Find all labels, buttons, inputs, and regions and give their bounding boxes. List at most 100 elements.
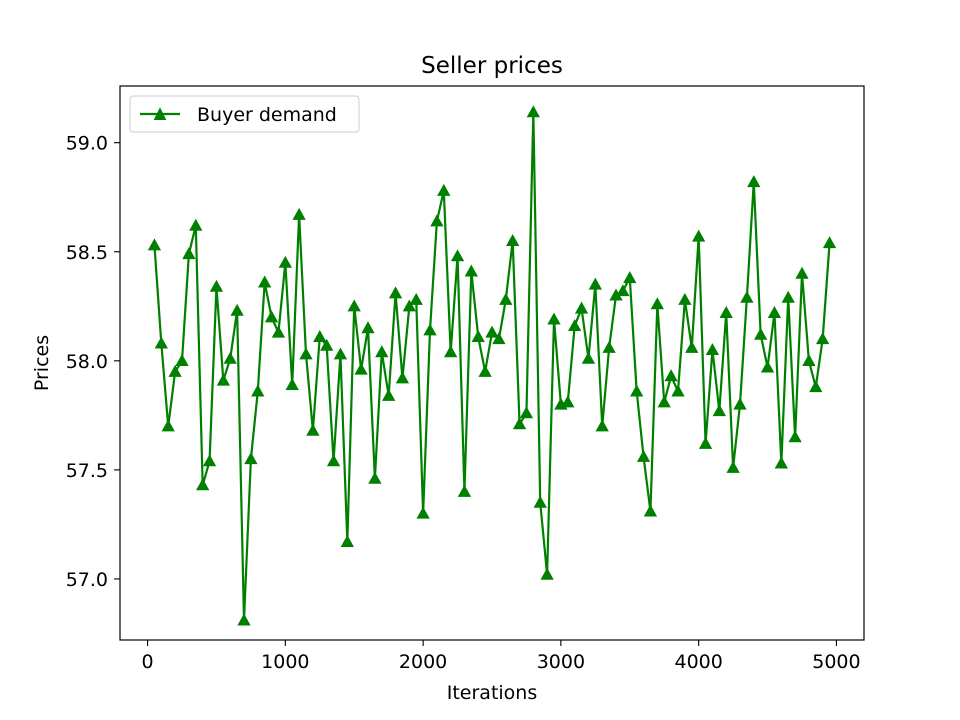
data-point-marker <box>664 369 678 382</box>
data-point-marker <box>760 360 775 373</box>
data-point-marker <box>202 454 217 467</box>
legend-box <box>129 95 360 133</box>
y-axis-ticks: 57.0 57.5 58.0 58.5 59.0 <box>66 133 120 591</box>
data-point-marker <box>685 340 699 353</box>
data-point-marker <box>478 364 492 377</box>
data-point-marker <box>533 495 547 508</box>
data-point-marker <box>712 404 726 417</box>
data-point-marker <box>264 310 279 323</box>
data-point-marker <box>402 299 416 312</box>
data-point-marker <box>568 319 582 332</box>
data-point-marker <box>692 229 706 242</box>
data-point-marker <box>161 419 175 432</box>
x-tick-label: 5000 <box>812 651 860 673</box>
data-point-marker <box>209 279 224 292</box>
legend-label: Buyer demand <box>197 104 337 126</box>
data-point-marker <box>492 332 506 345</box>
x-tick-label: 1000 <box>261 651 309 673</box>
data-point-marker <box>306 423 320 436</box>
data-point-marker <box>705 343 720 356</box>
data-point-marker <box>616 284 630 297</box>
data-point-marker <box>636 449 651 462</box>
x-tick-label: 4000 <box>674 651 722 673</box>
y-tick-label: 58.5 <box>66 242 108 264</box>
data-point-marker <box>781 290 795 303</box>
data-point-marker <box>526 105 540 118</box>
data-point-marker <box>512 417 527 430</box>
data-point-marker <box>767 306 782 318</box>
data-point-marker <box>788 430 802 443</box>
data-point-marker <box>189 218 203 231</box>
data-point-marker <box>147 238 162 251</box>
data-point-marker <box>285 377 299 390</box>
data-point-marker <box>678 292 692 305</box>
data-point-marker <box>747 175 761 188</box>
data-point-marker <box>822 236 837 249</box>
y-tick-label: 57.5 <box>66 460 108 482</box>
x-tick-label: 3000 <box>537 651 585 673</box>
chart-title: Seller prices <box>421 53 563 79</box>
data-point-marker <box>258 275 272 288</box>
data-point-marker <box>547 312 561 325</box>
data-point-marker <box>457 484 472 497</box>
data-point-marker <box>423 323 437 336</box>
data-point-marker <box>774 456 788 469</box>
data-point-marker <box>278 255 292 268</box>
data-point-marker <box>409 292 423 305</box>
data-point-marker <box>395 371 410 384</box>
data-point-marker <box>802 353 816 366</box>
data-point-marker <box>623 271 637 284</box>
data-point-marker <box>506 234 520 246</box>
data-point-marker <box>299 347 313 360</box>
data-point-marker <box>251 384 265 397</box>
x-tick-label: 2000 <box>399 651 447 673</box>
data-point-marker <box>471 330 485 342</box>
data-point-marker <box>581 351 596 364</box>
data-point-marker <box>437 183 451 196</box>
legend-marker-triangle <box>153 107 167 120</box>
y-tick-label: 58.0 <box>66 351 108 373</box>
y-tick-label: 59.0 <box>66 133 108 155</box>
data-point-marker <box>223 351 237 364</box>
x-tick-label: 0 <box>142 651 154 673</box>
data-point-marker <box>602 340 616 353</box>
data-point-marker <box>182 247 196 260</box>
data-point-marker <box>382 388 396 401</box>
data-point-marker <box>361 321 375 334</box>
data-point-marker <box>320 338 334 351</box>
data-point-marker <box>809 380 823 393</box>
series-layer <box>147 105 837 626</box>
data-point-marker <box>740 290 754 303</box>
data-point-marker <box>430 214 444 227</box>
data-point-marker <box>698 436 713 449</box>
data-point-marker <box>588 277 602 290</box>
x-axis-ticks: 0 1000 2000 3000 4000 5000 <box>142 640 861 673</box>
data-point-marker <box>347 299 361 312</box>
data-point-marker <box>499 292 513 305</box>
data-point-marker <box>540 567 554 580</box>
data-point-marker <box>244 452 258 465</box>
data-point-marker <box>795 266 809 279</box>
y-axis-label: Prices <box>31 335 53 391</box>
data-point-marker <box>519 406 534 419</box>
data-point-marker <box>388 286 403 299</box>
data-point-marker <box>340 535 354 547</box>
data-point-marker <box>237 613 251 626</box>
data-point-marker <box>450 249 465 262</box>
data-point-marker <box>671 384 685 397</box>
data-point-marker <box>726 460 740 473</box>
data-point-marker <box>216 373 230 386</box>
data-point-marker <box>630 384 644 397</box>
data-point-marker <box>271 325 286 338</box>
data-point-marker <box>333 347 348 360</box>
data-point-marker <box>754 327 768 340</box>
legend: Buyer demand <box>129 95 360 133</box>
data-point-marker <box>313 330 327 342</box>
data-point-marker <box>733 397 747 410</box>
data-point-marker <box>154 336 168 349</box>
data-point-marker <box>595 419 609 432</box>
x-axis-label: Iterations <box>447 682 538 704</box>
data-point-marker <box>175 353 189 366</box>
data-point-marker <box>444 345 458 358</box>
